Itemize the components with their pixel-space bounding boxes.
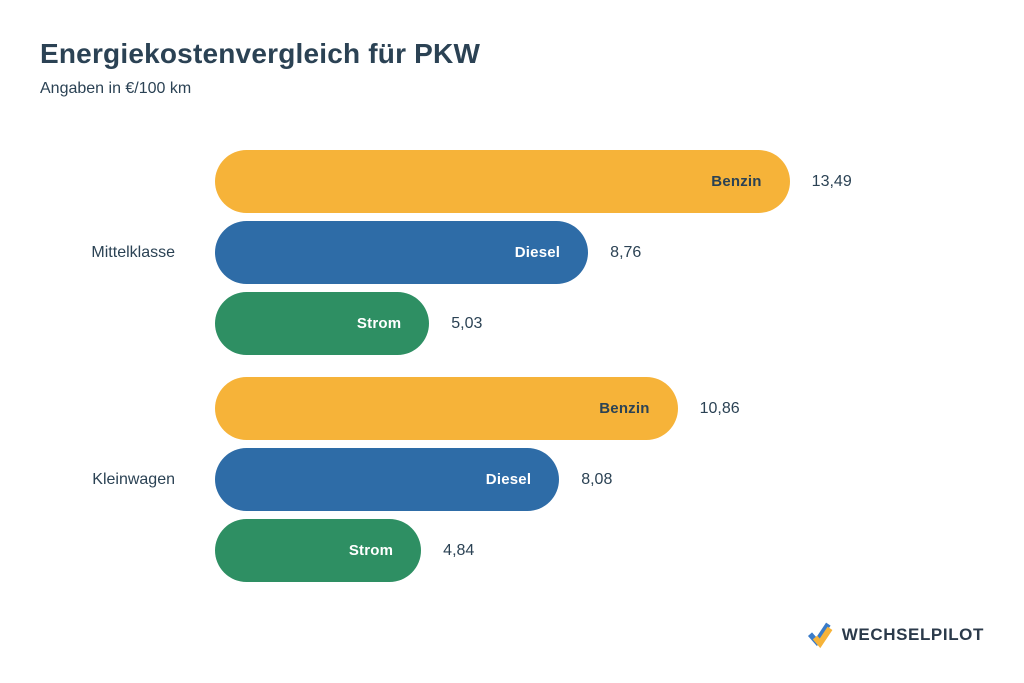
bar-label: Benzin	[711, 173, 762, 190]
bar-rows: Benzin 13,49 Diesel 8,76 Strom 5,03	[215, 150, 1024, 355]
bar-row: Benzin 10,86	[215, 377, 1024, 440]
bar-row: Strom 4,84	[215, 519, 1024, 582]
brand-name: WECHSELPILOT	[841, 625, 984, 644]
bar-row: Benzin 13,49	[215, 150, 1024, 213]
bar-value: 10,86	[699, 399, 740, 417]
category-label: Kleinwagen	[92, 470, 175, 488]
bar-value: 5,03	[451, 314, 483, 332]
bar-row: Diesel 8,08	[215, 448, 1024, 511]
bar-strom: Strom	[215, 519, 422, 582]
page-title: Energiekostenvergleich für PKW	[40, 38, 481, 69]
chart-group-kleinwagen: Kleinwagen Benzin 10,86 Diesel 8,08 S	[0, 377, 1024, 582]
brand-logo: WECHSELPILOT	[805, 619, 984, 651]
bar-label: Strom	[348, 542, 394, 559]
page-subtitle: Angaben in €/100 km	[40, 80, 192, 97]
bar-value: 13,49	[811, 172, 852, 190]
bar-value: 4,84	[443, 541, 475, 559]
bar-benzin: Benzin	[215, 377, 678, 440]
bar-label: Strom	[356, 315, 402, 332]
chart-group-mittelklasse: Mittelklasse Benzin 13,49 Diesel 8,76	[0, 150, 1024, 355]
bar-label: Benzin	[599, 400, 650, 417]
bar-value: 8,76	[610, 243, 642, 261]
bar-row: Strom 5,03	[215, 292, 1024, 355]
wechselpilot-checkmark-icon	[805, 619, 835, 651]
bar-row: Diesel 8,76	[215, 221, 1024, 284]
bar-label: Diesel	[485, 471, 532, 488]
chart-header: Energiekostenvergleich für PKW Angaben i…	[40, 38, 480, 98]
category-label: Mittelklasse	[91, 243, 175, 261]
bar-benzin: Benzin	[215, 150, 790, 213]
bar-chart: Mittelklasse Benzin 13,49 Diesel 8,76	[0, 150, 1024, 582]
bar-value: 8,08	[581, 470, 613, 488]
bar-diesel: Diesel	[215, 221, 589, 284]
bar-label: Diesel	[514, 244, 561, 261]
bar-strom: Strom	[215, 292, 430, 355]
bar-diesel: Diesel	[215, 448, 560, 511]
bar-rows: Benzin 10,86 Diesel 8,08 Strom 4,84	[215, 377, 1024, 582]
